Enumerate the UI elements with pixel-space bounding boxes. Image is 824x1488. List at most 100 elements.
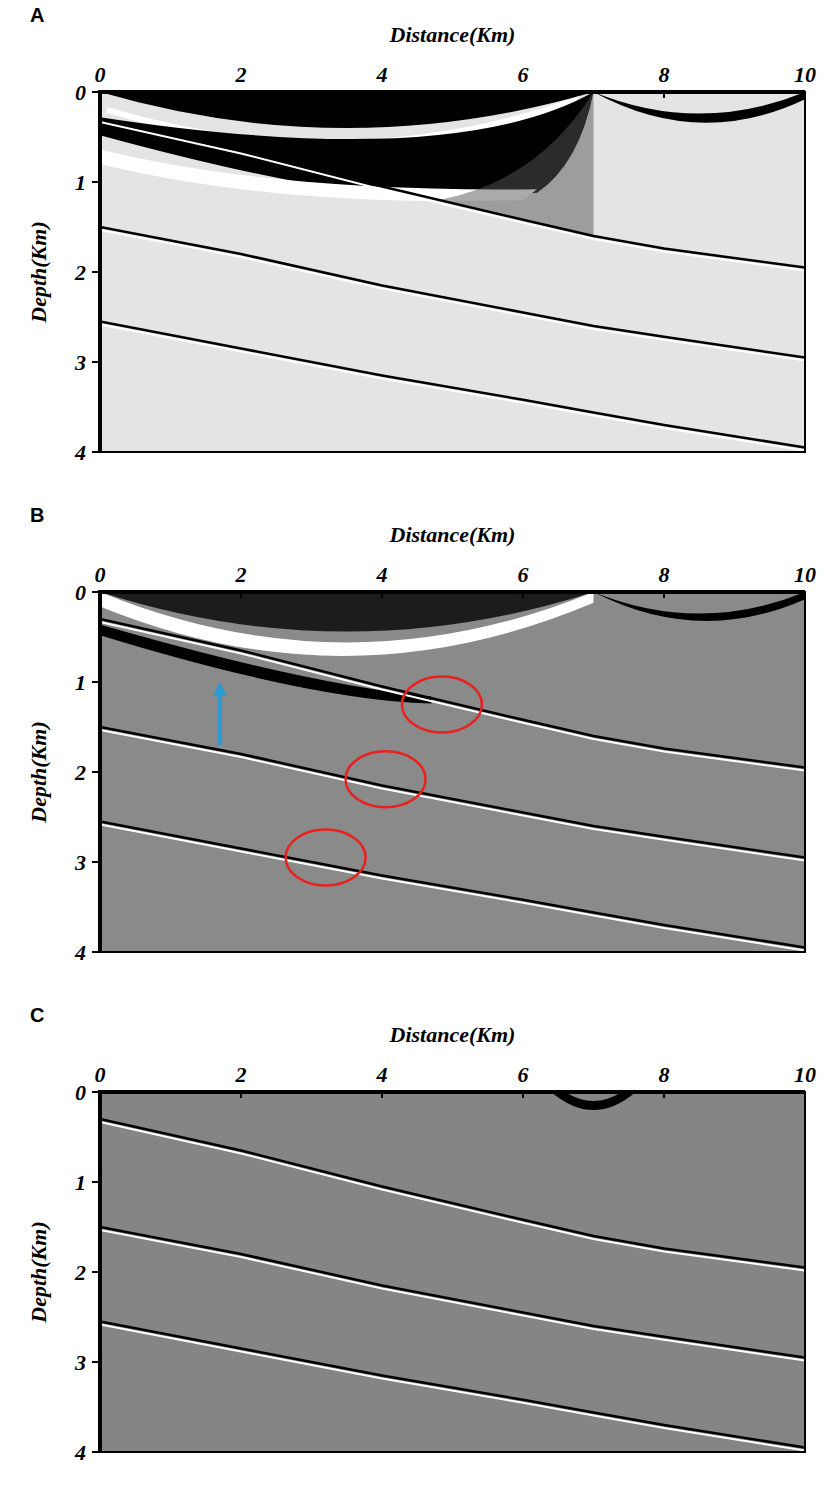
x-tick-label: 4 bbox=[376, 562, 388, 587]
y-tick-label: 3 bbox=[74, 850, 86, 875]
y-tick-label: 3 bbox=[74, 1350, 86, 1375]
y-tick bbox=[92, 681, 100, 683]
y-axis-title: Depth(Km) bbox=[26, 721, 51, 823]
y-tick-label: 0 bbox=[75, 80, 86, 105]
reflector bbox=[100, 119, 805, 268]
x-tick-label: 0 bbox=[95, 562, 106, 587]
background bbox=[100, 1092, 805, 1452]
y-tick bbox=[92, 181, 100, 183]
y-tick bbox=[92, 1451, 100, 1453]
plot-area bbox=[100, 592, 805, 952]
x-tick-label: 10 bbox=[794, 62, 816, 87]
x-tick-label: 8 bbox=[659, 62, 670, 87]
y-tick-label: 2 bbox=[74, 1260, 86, 1285]
y-axis-title: Depth(Km) bbox=[26, 1221, 51, 1323]
artifact bbox=[100, 624, 431, 703]
y-tick-label: 1 bbox=[75, 1170, 86, 1195]
y-tick bbox=[92, 91, 100, 93]
plot-area bbox=[100, 1092, 805, 1452]
y-tick bbox=[92, 271, 100, 273]
y-tick-label: 4 bbox=[74, 1440, 86, 1465]
y-axis-title: Depth(Km) bbox=[26, 221, 51, 323]
panel: 024681001234Distance(Km)Depth(Km)A bbox=[26, 4, 816, 465]
x-tick bbox=[240, 92, 242, 98]
x-tick-label: 4 bbox=[376, 1062, 388, 1087]
panel-label: A bbox=[30, 4, 44, 26]
x-axis-title: Distance(Km) bbox=[389, 522, 516, 547]
frame bbox=[100, 592, 805, 952]
y-tick bbox=[92, 1181, 100, 1183]
reflector bbox=[100, 322, 805, 448]
x-tick-label: 2 bbox=[235, 1062, 247, 1087]
x-tick-label: 6 bbox=[518, 62, 529, 87]
y-tick bbox=[92, 1091, 100, 1093]
y-tick bbox=[92, 951, 100, 953]
x-tick bbox=[663, 1092, 665, 1098]
y-tick-label: 1 bbox=[75, 670, 86, 695]
y-tick-label: 4 bbox=[74, 940, 86, 965]
y-tick bbox=[92, 861, 100, 863]
x-tick bbox=[381, 592, 383, 598]
artifact bbox=[594, 92, 806, 123]
y-tick-label: 2 bbox=[74, 760, 86, 785]
y-tick bbox=[92, 1361, 100, 1363]
reflector bbox=[100, 822, 805, 948]
reflector bbox=[100, 1322, 805, 1448]
y-tick-label: 3 bbox=[74, 350, 86, 375]
y-tick-label: 1 bbox=[75, 170, 86, 195]
x-tick bbox=[663, 592, 665, 598]
y-tick bbox=[92, 361, 100, 363]
x-tick-label: 2 bbox=[235, 562, 247, 587]
x-tick bbox=[381, 92, 383, 98]
x-tick-label: 4 bbox=[376, 62, 388, 87]
x-axis bbox=[98, 1090, 805, 1094]
arrow-head bbox=[213, 682, 227, 696]
x-axis-title: Distance(Km) bbox=[389, 1022, 516, 1047]
x-tick bbox=[240, 1092, 242, 1098]
highlight-circle bbox=[286, 830, 366, 886]
x-tick-label: 6 bbox=[518, 1062, 529, 1087]
reflector bbox=[100, 727, 805, 858]
background bbox=[100, 592, 805, 952]
highlight-circle bbox=[402, 677, 482, 733]
background bbox=[100, 92, 805, 452]
x-axis bbox=[98, 90, 805, 94]
y-tick-label: 0 bbox=[75, 1080, 86, 1105]
x-tick-label: 2 bbox=[235, 62, 247, 87]
x-tick-label: 0 bbox=[95, 62, 106, 87]
panel-label: C bbox=[30, 1004, 44, 1026]
y-tick-label: 4 bbox=[74, 440, 86, 465]
frame bbox=[100, 92, 805, 452]
panel: 024681001234Distance(Km)Depth(Km)C bbox=[26, 1004, 816, 1465]
reflector bbox=[100, 619, 805, 768]
x-tick-label: 6 bbox=[518, 562, 529, 587]
y-tick bbox=[92, 451, 100, 453]
y-tick-label: 2 bbox=[74, 260, 86, 285]
x-tick bbox=[804, 92, 806, 98]
reflector bbox=[100, 1119, 805, 1268]
reflector bbox=[100, 227, 805, 358]
x-tick bbox=[381, 1092, 383, 1098]
artifact bbox=[551, 1092, 636, 1110]
x-tick bbox=[663, 92, 665, 98]
y-tick bbox=[92, 591, 100, 593]
x-tick-label: 10 bbox=[794, 562, 816, 587]
frame bbox=[100, 1092, 805, 1452]
x-tick bbox=[804, 1092, 806, 1098]
y-tick-label: 0 bbox=[75, 580, 86, 605]
arrow bbox=[218, 694, 222, 745]
y-tick bbox=[92, 1271, 100, 1273]
figure: 024681001234Distance(Km)Depth(Km)A024681… bbox=[0, 0, 824, 1488]
x-tick-label: 8 bbox=[659, 562, 670, 587]
highlight-circle bbox=[346, 751, 426, 807]
y-tick bbox=[92, 771, 100, 773]
artifact bbox=[438, 92, 593, 236]
panel-label: B bbox=[30, 504, 44, 526]
x-tick bbox=[804, 592, 806, 598]
x-tick bbox=[522, 1092, 524, 1098]
x-tick bbox=[522, 92, 524, 98]
artifact bbox=[594, 592, 806, 621]
artifact bbox=[100, 592, 594, 632]
x-tick-label: 10 bbox=[794, 1062, 816, 1087]
x-tick-label: 0 bbox=[95, 1062, 106, 1087]
